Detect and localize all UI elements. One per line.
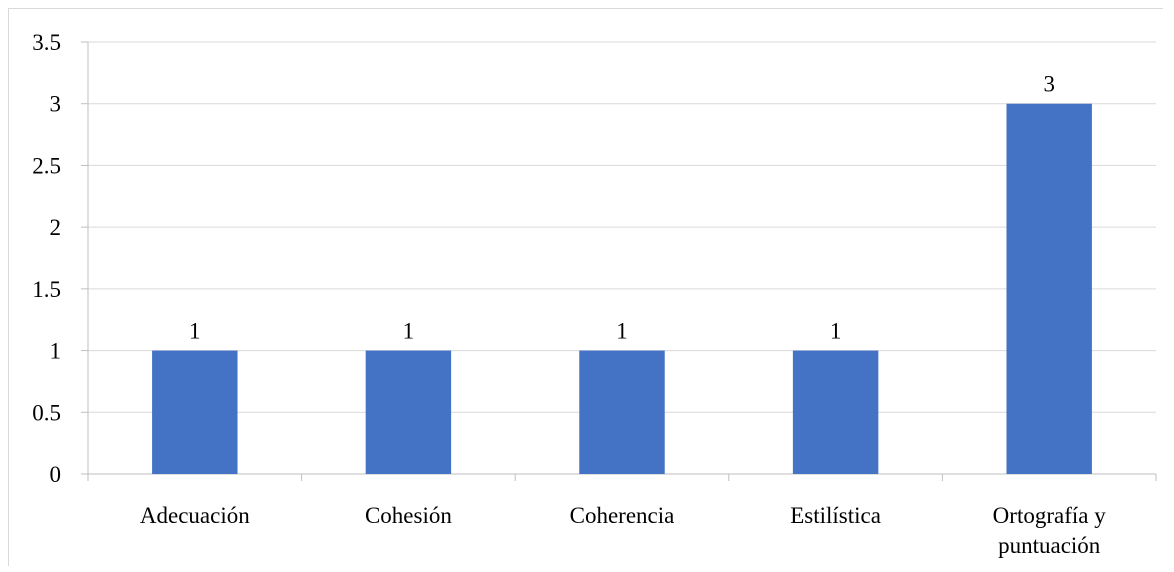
x-category-label: Coherencia <box>570 503 675 528</box>
data-label: 3 <box>1043 72 1055 97</box>
y-tick-label: 0.5 <box>32 400 61 425</box>
data-label: 1 <box>616 319 628 344</box>
y-tick-label: 0 <box>50 462 62 487</box>
y-tick-label: 1 <box>50 339 62 364</box>
y-tick-label: 3.5 <box>32 30 61 55</box>
data-label: 1 <box>189 319 201 344</box>
data-label: 1 <box>830 319 842 344</box>
y-tick-label: 3 <box>50 92 62 117</box>
y-tick-label: 2.5 <box>32 153 61 178</box>
x-category-label: Estilística <box>790 503 881 528</box>
x-category-label: Adecuación <box>140 503 250 528</box>
bar <box>579 350 665 474</box>
bar <box>152 350 238 474</box>
bar <box>365 350 452 474</box>
x-category-label: Ortografía y <box>993 503 1107 528</box>
bar <box>1006 103 1092 474</box>
x-category-label: puntuación <box>998 533 1101 558</box>
y-tick-label: 2 <box>50 215 62 240</box>
y-tick-label: 1.5 <box>32 277 61 302</box>
bar <box>792 350 879 474</box>
chart-frame <box>8 8 1163 566</box>
x-category-label: Cohesión <box>365 503 452 528</box>
data-label: 1 <box>403 319 415 344</box>
